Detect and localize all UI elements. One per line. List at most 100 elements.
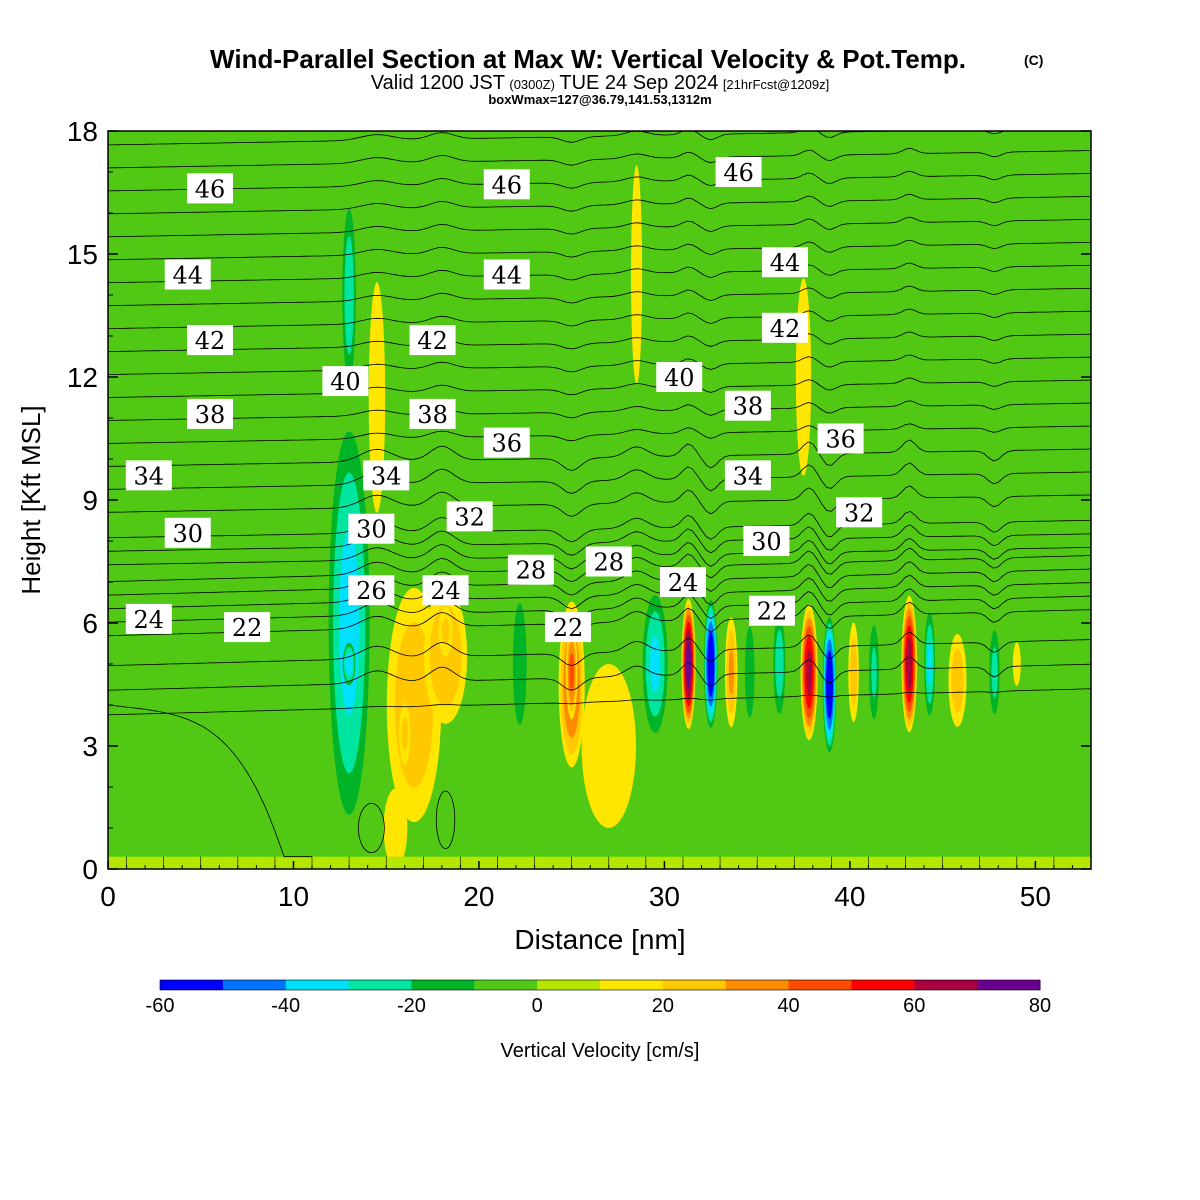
theta-contour (108, 308, 1091, 329)
theta-label-box (363, 460, 410, 491)
theta-label: 30 (348, 513, 395, 544)
theta-label-text: 32 (844, 499, 875, 527)
x-tick-label: 20 (463, 881, 494, 912)
colorbar-segment (160, 980, 224, 990)
theta-contour (108, 524, 1091, 556)
theta-label-box (224, 612, 271, 643)
w-cell (848, 622, 859, 722)
colorbar-segment (662, 980, 727, 990)
theta-label: 22 (224, 612, 271, 643)
w-cell (642, 595, 668, 733)
theta-label: 28 (585, 546, 632, 577)
colorbar-tick-label: 60 (903, 995, 925, 1017)
y-tick-label: 12 (67, 362, 98, 393)
theta-label-text: 34 (134, 462, 165, 490)
theta-label-box (817, 423, 864, 454)
theta-label-text: 34 (371, 462, 402, 490)
theta-label-text: 32 (454, 503, 485, 531)
theta-label-box (748, 595, 795, 626)
colorbar-segment (600, 980, 664, 990)
theta-label-box (164, 517, 211, 548)
theta-label: 38 (724, 390, 771, 421)
colorbar-segment (411, 980, 475, 990)
theta-contour (108, 377, 1091, 398)
theta-label: 46 (715, 157, 762, 187)
theta-contour (108, 331, 1091, 352)
w-cell (724, 617, 738, 728)
w-contour-fill (1012, 642, 1021, 686)
theta-label: 42 (187, 325, 234, 356)
theta-label-box (187, 325, 234, 356)
theta-label: 46 (483, 169, 530, 200)
theta-contour (108, 131, 1005, 146)
theta-contour (108, 216, 1091, 238)
theta-label-box (125, 460, 172, 491)
theta-label: 42 (761, 312, 808, 343)
y-tick-label: 3 (82, 731, 98, 762)
potential-temperature-contours (108, 131, 1091, 716)
theta-label: 32 (446, 501, 493, 532)
w-cell (822, 616, 837, 753)
w-cell (512, 603, 527, 725)
theta-label: 40 (656, 362, 703, 392)
theta-label: 26 (348, 575, 395, 606)
theta-label-box (483, 427, 530, 458)
theta-label-box (446, 501, 493, 532)
colorbar-segment (348, 980, 412, 990)
colorbar-tick-label: -60 (146, 995, 175, 1017)
theta-contour (108, 601, 1091, 637)
theta-label-box (483, 259, 530, 290)
theta-label-text: 42 (195, 327, 226, 355)
theta-label: 36 (817, 423, 864, 454)
theta-label: 44 (483, 259, 530, 290)
theta-label-box (585, 546, 632, 577)
theta-label: 38 (187, 398, 234, 429)
theta-label-box (187, 398, 234, 429)
theta-contour (108, 262, 1091, 284)
w-contour-fill (383, 788, 408, 868)
colorbar-tick-label: 40 (777, 995, 799, 1017)
theta-label-text: 22 (757, 598, 788, 626)
colorbar-segment (474, 980, 538, 990)
y-tick-label: 15 (67, 239, 98, 270)
theta-label: 38 (409, 398, 456, 429)
theta-label-box (483, 169, 530, 200)
colorbar-segment (977, 980, 1041, 990)
theta-label-box (187, 173, 234, 204)
theta-label-box (322, 366, 369, 397)
y-tick-label: 18 (67, 116, 98, 147)
w-cell (631, 165, 643, 384)
colorbar-segment (285, 980, 350, 990)
colorbar-tick-label: 80 (1029, 995, 1051, 1017)
w-contour-fill (339, 530, 359, 716)
theta-label-box (656, 362, 703, 392)
terrain-contour-loop (357, 803, 385, 854)
theta-contour (108, 574, 1091, 610)
w-cell (399, 702, 411, 766)
theta-label-text: 22 (553, 614, 584, 642)
theta-label-box (724, 390, 771, 421)
colorbar-label: Vertical Velocity [cm/s] (501, 1040, 700, 1062)
theta-label-text: 26 (356, 577, 387, 605)
y-tick-label: 9 (82, 485, 98, 516)
theta-label-box (715, 157, 762, 187)
w-cell (581, 664, 636, 828)
x-tick-label: 0 (100, 881, 116, 912)
w-contour-fill (849, 637, 858, 707)
theta-label: 24 (422, 575, 469, 606)
terrain-contour-line (108, 704, 312, 858)
theta-contour (108, 656, 1091, 691)
theta-contour (108, 631, 1091, 667)
theta-label-box (743, 526, 790, 556)
theta-label-text: 30 (172, 520, 203, 548)
theta-label: 30 (164, 517, 211, 548)
theta-label-text: 36 (491, 430, 522, 458)
w-contour-fill (827, 666, 832, 703)
theta-label-text: 24 (430, 577, 461, 605)
chart-title-mark: (C) (1024, 52, 1043, 68)
w-contour-fill (512, 603, 527, 725)
w-contour-fill (806, 649, 812, 695)
y-axis-label: Height [Kft MSL] (16, 405, 46, 594)
colorbar-frame (159, 979, 1041, 991)
